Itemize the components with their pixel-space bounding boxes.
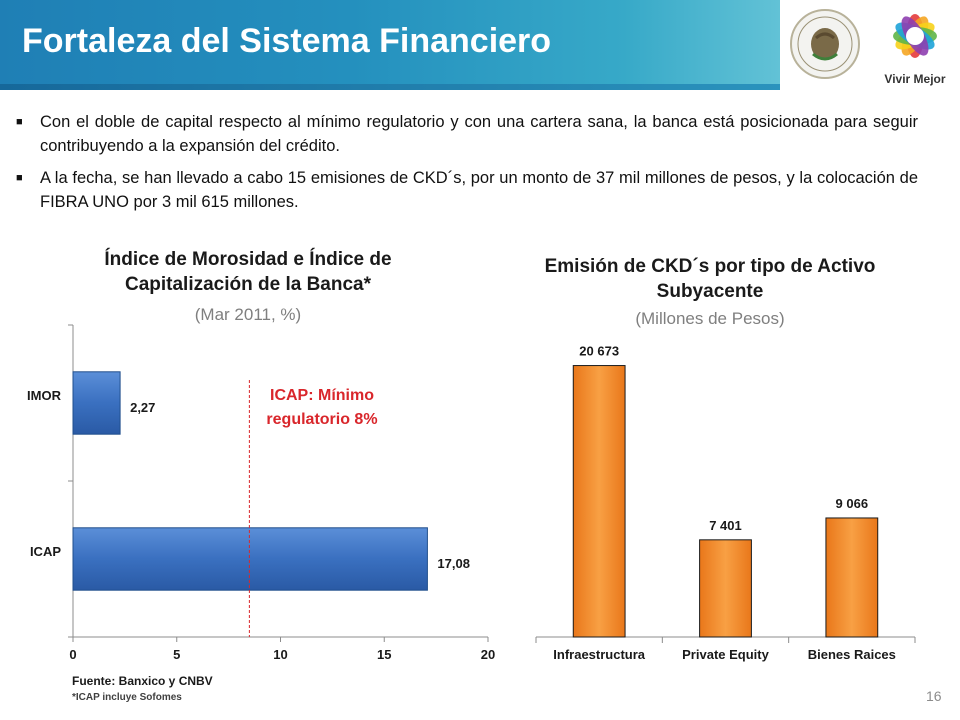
- bar-imor: [72, 371, 121, 435]
- bar-icap: [72, 527, 428, 591]
- chart2-title: Emisión de CKD´s por tipo de Activo Suby…: [544, 256, 876, 302]
- page-number: 16: [926, 688, 942, 704]
- bullet-item: ■ Con el doble de capital respecto al mí…: [16, 110, 918, 158]
- x-tick-label: 10: [273, 647, 287, 662]
- square-bullet-icon: ■: [16, 116, 23, 128]
- mexico-seal-logo: [780, 0, 870, 90]
- reference-label: ICAP: Mínimo: [270, 387, 374, 404]
- bullet-text: A la fecha, se han llevado a cabo 15 emi…: [40, 169, 918, 211]
- square-bullet-icon: ■: [16, 172, 23, 184]
- value-label: 20 673: [579, 344, 619, 359]
- chart2-subtitle: (Millones de Pesos): [635, 309, 785, 328]
- bullet-list: ■ Con el doble de capital respecto al mí…: [16, 110, 918, 222]
- category-label: ICAP: [30, 544, 61, 559]
- title-banner: Fortaleza del Sistema Financiero: [0, 0, 780, 90]
- category-label: Bienes Raices: [808, 647, 896, 662]
- bar-bienes-raices: [825, 517, 879, 638]
- reference-label: regulatorio 8%: [266, 411, 377, 428]
- chart1-subtitle: (Mar 2011, %): [194, 305, 302, 324]
- bar-infraestructura: [572, 365, 626, 638]
- bullet-item: ■ A la fecha, se han llevado a cabo 15 e…: [16, 166, 918, 214]
- x-tick-label: 5: [173, 647, 180, 662]
- category-label: Private Equity: [682, 647, 769, 662]
- value-label: 17,08: [437, 556, 470, 571]
- x-tick-label: 15: [377, 647, 391, 662]
- source-note: Fuente: Banxico y CNBV: [72, 674, 213, 688]
- value-label: 9 066: [836, 496, 869, 511]
- logo-text: Vivir Mejor: [884, 72, 946, 86]
- value-label: 2,27: [130, 400, 155, 415]
- x-tick-label: 0: [69, 647, 76, 662]
- bar-private-equity: [699, 539, 752, 638]
- x-tick-label: 20: [481, 647, 495, 662]
- page-title: Fortaleza del Sistema Financiero: [22, 22, 552, 60]
- category-label: Infraestructura: [553, 647, 646, 662]
- bullet-text: Con el doble de capital respecto al míni…: [40, 113, 918, 155]
- header: Fortaleza del Sistema Financiero Vivir M…: [0, 0, 960, 90]
- footnote: *ICAP incluye Sofomes: [72, 692, 182, 703]
- vivir-mejor-logo: Vivir Mejor: [870, 0, 960, 90]
- value-label: 7 401: [709, 518, 742, 533]
- category-label: IMOR: [27, 388, 62, 403]
- chart1-title: Índice de Morosidad e Índice de Capitali…: [104, 249, 392, 295]
